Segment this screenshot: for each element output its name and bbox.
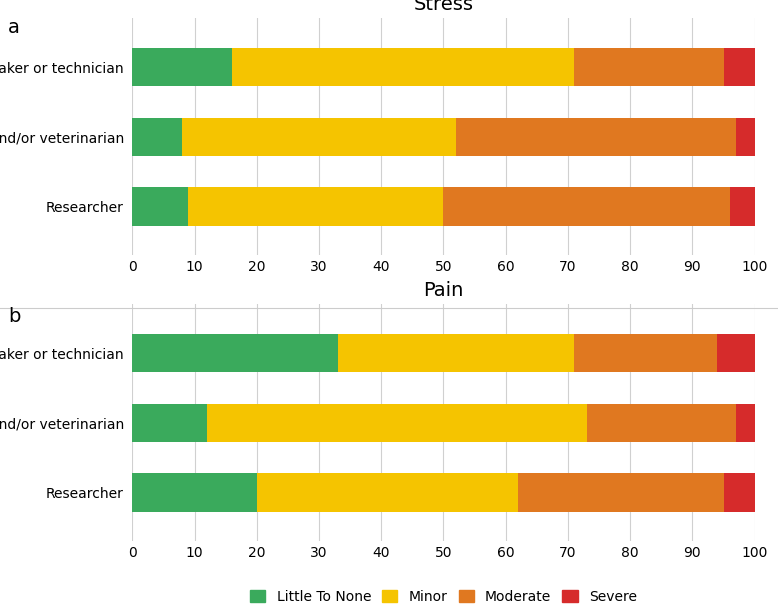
Bar <box>574 48 724 86</box>
Bar <box>232 48 574 86</box>
Bar <box>207 403 587 442</box>
Bar <box>132 48 232 86</box>
Text: b: b <box>8 308 20 327</box>
Bar <box>132 474 257 512</box>
Title: Stress: Stress <box>413 0 474 14</box>
Bar <box>188 188 443 226</box>
Bar <box>518 474 724 512</box>
Bar <box>132 334 338 372</box>
Text: a: a <box>8 18 19 38</box>
Bar <box>724 474 755 512</box>
Bar <box>132 403 207 442</box>
Bar <box>730 188 755 226</box>
Bar <box>132 188 188 226</box>
Bar <box>736 403 755 442</box>
Bar <box>257 474 518 512</box>
Bar <box>587 403 736 442</box>
Legend: Little To None, Minor, Moderate, Severe: Little To None, Minor, Moderate, Severe <box>246 585 641 608</box>
Bar <box>182 117 456 156</box>
Bar <box>338 334 574 372</box>
Bar <box>736 117 755 156</box>
Bar <box>574 334 717 372</box>
Bar <box>456 117 736 156</box>
Bar <box>132 117 182 156</box>
Bar <box>717 334 755 372</box>
Bar <box>724 48 755 86</box>
Title: Pain: Pain <box>423 281 464 300</box>
Bar <box>443 188 730 226</box>
